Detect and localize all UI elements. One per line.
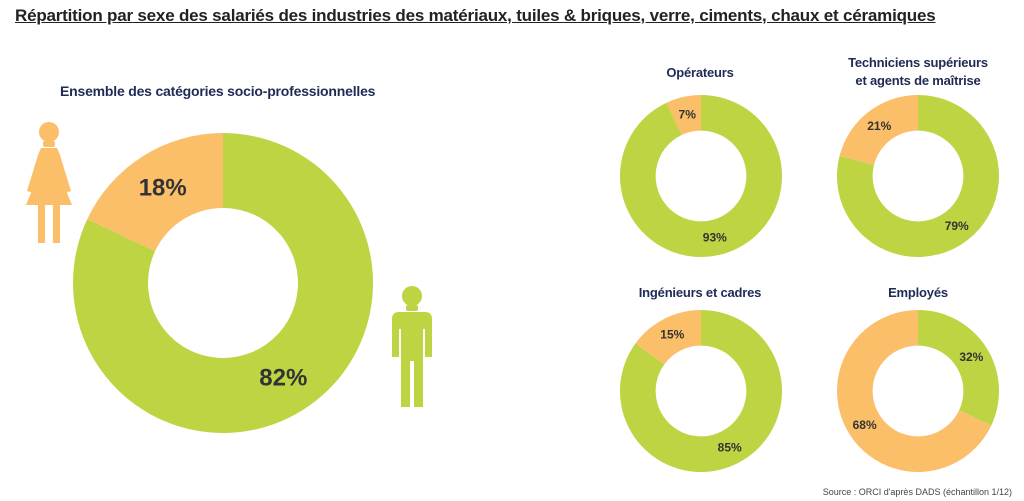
donut-slice-op-men xyxy=(620,95,782,257)
chart-title-ingenieurs: Ingénieurs et cadres xyxy=(638,285,762,300)
donut-slice-main-women xyxy=(87,133,223,252)
slice-label-emp-men: 32% xyxy=(959,350,983,364)
chart-title-techniciens-line2: et agents de maîtrise xyxy=(855,73,981,88)
slice-label-op-men: 93% xyxy=(703,231,727,245)
donut-slice-ing-men xyxy=(620,310,782,472)
donut-chart-techniciens: 79% 21% xyxy=(837,95,999,257)
woman-icon xyxy=(26,122,72,243)
slice-label-main-women: 18% xyxy=(139,175,187,202)
chart-title-employes: Employés xyxy=(888,285,948,300)
donut-slice-ing-women xyxy=(635,310,701,365)
man-icon xyxy=(392,286,432,407)
slice-label-emp-women: 68% xyxy=(853,418,877,432)
donut-chart-employes: 32% 68% xyxy=(837,310,999,472)
donut-chart-operateurs: 93% 7% xyxy=(620,95,782,257)
donut-slice-emp-men xyxy=(918,310,999,426)
donut-slice-tech-women xyxy=(839,95,918,165)
donut-slice-main-men xyxy=(73,133,373,433)
slice-label-tech-men: 79% xyxy=(945,219,969,233)
slice-label-main-men: 82% xyxy=(259,364,307,391)
donut-chart-ingenieurs: 85% 15% xyxy=(620,310,782,472)
chart-title-operateurs: Opérateurs xyxy=(666,65,734,80)
chart-title-techniciens-line1: Techniciens supérieurs xyxy=(848,55,988,70)
slice-label-ing-women: 15% xyxy=(660,328,684,342)
slice-label-ing-men: 85% xyxy=(718,440,742,454)
source-note: Source : ORCI d'après DADS (échantillon … xyxy=(822,487,1012,497)
donut-chart-main: 82% 18% xyxy=(73,133,373,433)
donut-slice-emp-women xyxy=(837,310,992,472)
page-title: Répartition par sexe des salariés des in… xyxy=(15,6,936,25)
slice-label-tech-women: 21% xyxy=(867,119,891,133)
donut-slice-tech-men xyxy=(837,95,999,257)
chart-title-main: Ensemble des catégories socio-profession… xyxy=(60,83,376,99)
slice-label-op-women: 7% xyxy=(679,107,697,121)
donut-slice-op-women xyxy=(666,95,701,135)
